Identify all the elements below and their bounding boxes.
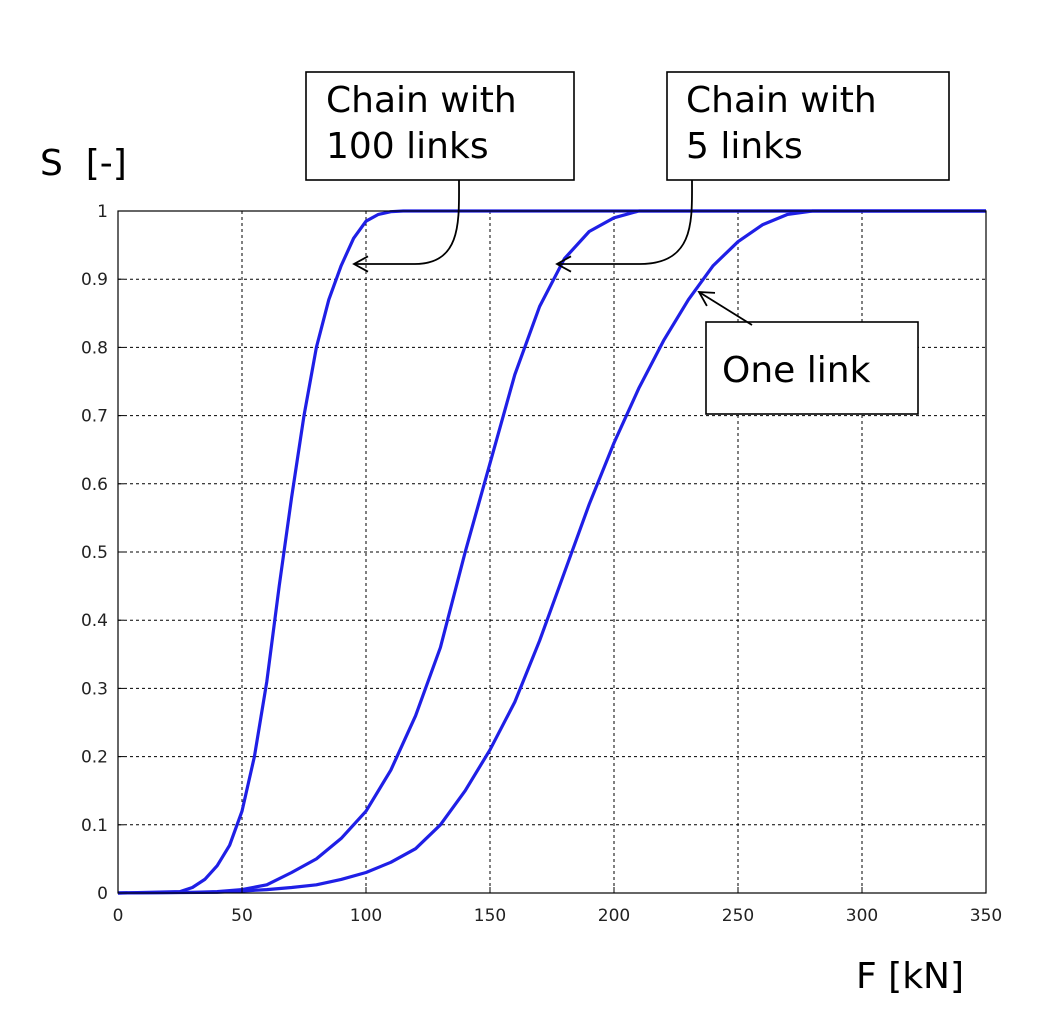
y-tick-label: 0 bbox=[97, 884, 108, 904]
x-tick-label: 200 bbox=[598, 906, 630, 926]
y-tick-label: 0.6 bbox=[81, 475, 108, 495]
y-tick-label: 0.2 bbox=[81, 748, 108, 768]
x-tick-label: 0 bbox=[113, 906, 124, 926]
annotation-connector bbox=[354, 179, 460, 265]
annotation-text: One link bbox=[722, 350, 871, 391]
grid-layer bbox=[118, 211, 986, 893]
curve-chain-100-links bbox=[117, 209, 986, 895]
annotation-text: 100 links bbox=[326, 126, 489, 167]
x-tick-label: 250 bbox=[722, 906, 754, 926]
x-tick-label: 350 bbox=[970, 906, 1002, 926]
x-axis-title: F [kN] bbox=[856, 956, 964, 997]
annotation-layer: Chain with 100 links Chain with 5 links One … bbox=[305, 71, 950, 415]
annotation-text: 5 links bbox=[686, 126, 803, 167]
annotation-chain-100-links: Chain with 100 links bbox=[305, 71, 575, 273]
annotation-connector bbox=[557, 179, 693, 265]
y-tick-label: 0.9 bbox=[81, 270, 108, 290]
annotation-one-link: One link bbox=[697, 291, 919, 415]
annotation-connector bbox=[698, 291, 753, 326]
y-axis-title: S [-] bbox=[40, 143, 127, 184]
y-tick-label: 1 bbox=[97, 202, 108, 222]
y-tick-label: 0.1 bbox=[81, 816, 108, 836]
annotation-box bbox=[666, 71, 950, 181]
annotation-chain-5-links: Chain with 5 links bbox=[555, 71, 950, 273]
x-tick-label: 300 bbox=[846, 906, 878, 926]
x-tick-label: 50 bbox=[231, 906, 253, 926]
curve-one-link bbox=[117, 209, 986, 895]
annotation-text: Chain with bbox=[686, 80, 877, 121]
y-tick-label: 0.3 bbox=[81, 679, 108, 699]
annotation-arrowhead bbox=[352, 255, 369, 273]
curve-chain-5-links bbox=[117, 209, 986, 895]
y-tick-label: 0.7 bbox=[81, 407, 108, 427]
annotation-arrowhead bbox=[555, 255, 572, 273]
annotation-arrowhead bbox=[697, 291, 716, 307]
x-tick-label: 100 bbox=[350, 906, 382, 926]
annotation-box bbox=[305, 71, 575, 181]
y-tick-label: 0.4 bbox=[81, 611, 108, 631]
series-layer bbox=[117, 209, 986, 895]
tick-layer: 0 50 100 150 200 250 300 350 0 0.1 0.2 0.3 0.4 0.5 0.6… bbox=[81, 202, 1002, 926]
y-tick-label: 0.8 bbox=[81, 338, 108, 358]
annotation-text: Chain with bbox=[326, 80, 517, 121]
annotation-box bbox=[705, 321, 919, 415]
x-tick-label: 150 bbox=[474, 906, 506, 926]
y-tick-label: 0.5 bbox=[81, 543, 108, 563]
